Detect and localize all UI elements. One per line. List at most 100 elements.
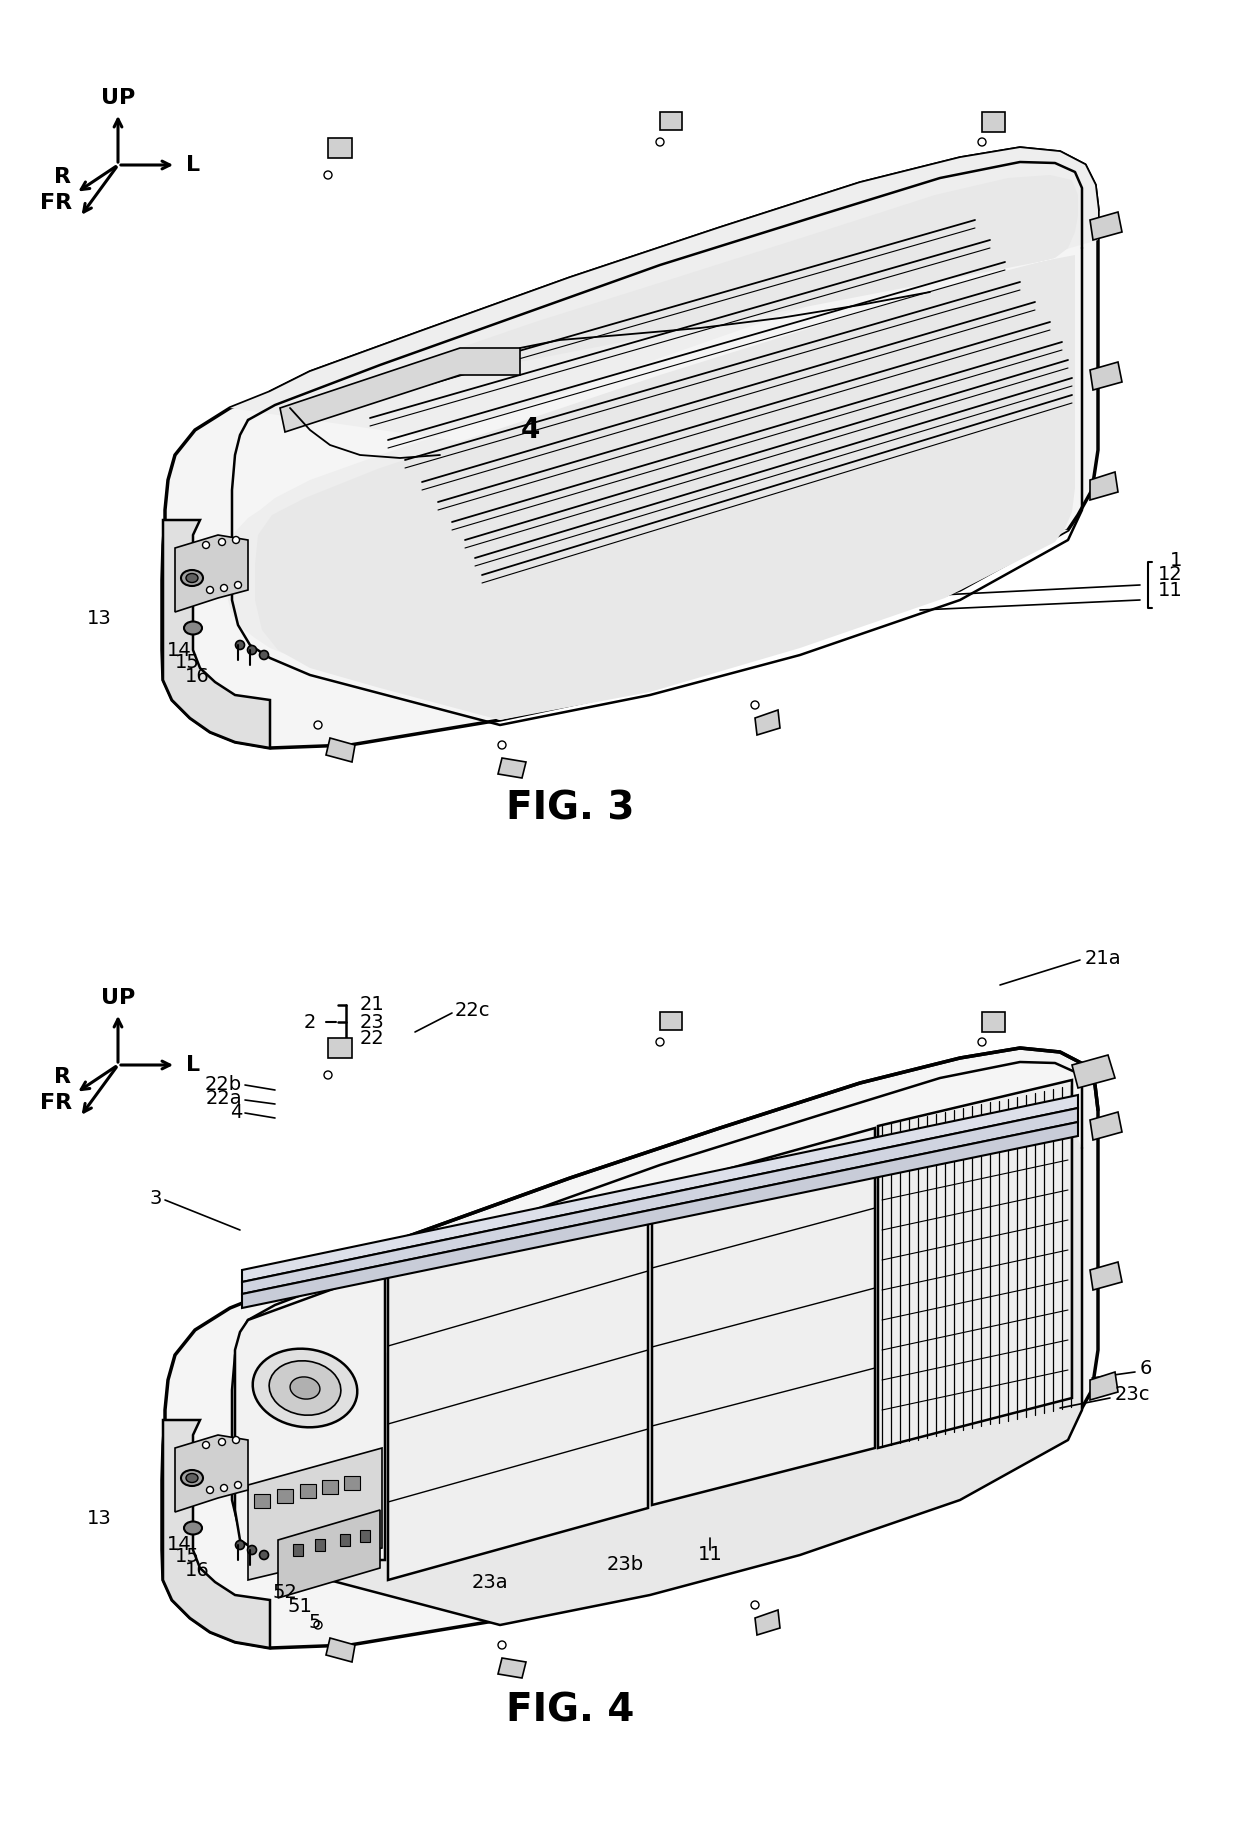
Bar [343, 1476, 360, 1491]
Polygon shape [1090, 211, 1122, 241]
Circle shape [236, 640, 244, 649]
Circle shape [202, 542, 210, 548]
Text: L: L [186, 1055, 200, 1075]
Polygon shape [498, 1658, 526, 1678]
Text: 13: 13 [87, 1509, 112, 1527]
Text: R: R [55, 167, 72, 187]
Text: 22a: 22a [206, 1088, 242, 1108]
Bar [254, 1494, 270, 1507]
Text: 6: 6 [1140, 1358, 1152, 1377]
Ellipse shape [181, 1470, 203, 1485]
Bar [360, 1529, 370, 1542]
Circle shape [236, 1540, 244, 1549]
Ellipse shape [269, 1360, 341, 1415]
Circle shape [324, 171, 332, 178]
Polygon shape [175, 1435, 248, 1513]
Polygon shape [755, 709, 780, 735]
Text: FR: FR [40, 193, 72, 213]
Polygon shape [982, 1013, 1004, 1031]
Ellipse shape [186, 1474, 198, 1483]
Text: 2: 2 [304, 1013, 316, 1031]
Text: UP: UP [100, 88, 135, 108]
Text: 22: 22 [360, 1029, 384, 1048]
Circle shape [221, 584, 227, 592]
Polygon shape [255, 175, 1078, 720]
Polygon shape [236, 1270, 384, 1560]
Circle shape [248, 1546, 257, 1555]
Text: 5: 5 [309, 1612, 321, 1632]
Circle shape [324, 1072, 332, 1079]
Bar [300, 1483, 316, 1498]
Bar [340, 1535, 350, 1546]
Text: 12: 12 [1158, 566, 1183, 584]
Circle shape [314, 720, 322, 730]
Polygon shape [162, 1421, 270, 1649]
Polygon shape [660, 1013, 682, 1029]
Polygon shape [388, 1193, 649, 1581]
Polygon shape [982, 112, 1004, 132]
Polygon shape [652, 1129, 875, 1505]
Circle shape [207, 1487, 213, 1494]
Circle shape [314, 1621, 322, 1628]
Text: R: R [55, 1068, 72, 1086]
Circle shape [234, 581, 242, 588]
Circle shape [233, 1437, 239, 1443]
Circle shape [978, 1038, 986, 1046]
Polygon shape [278, 1511, 379, 1597]
Ellipse shape [253, 1349, 357, 1428]
Circle shape [207, 586, 213, 594]
Polygon shape [1073, 1055, 1115, 1088]
Polygon shape [162, 149, 1097, 748]
Polygon shape [1090, 362, 1122, 390]
Text: FIG. 4: FIG. 4 [506, 1691, 634, 1730]
Text: 14: 14 [167, 1535, 192, 1555]
Text: 4: 4 [521, 415, 539, 445]
Circle shape [202, 1441, 210, 1448]
Bar [293, 1544, 303, 1557]
Circle shape [218, 1439, 226, 1445]
Polygon shape [280, 347, 520, 432]
Ellipse shape [290, 1377, 320, 1399]
Circle shape [259, 651, 269, 660]
Polygon shape [755, 1610, 780, 1636]
Polygon shape [326, 1638, 355, 1662]
Text: 21a: 21a [1085, 948, 1122, 967]
Polygon shape [1090, 1371, 1118, 1401]
Text: 16: 16 [185, 667, 210, 686]
Polygon shape [242, 1121, 1078, 1309]
Circle shape [233, 537, 239, 544]
Polygon shape [660, 112, 682, 130]
Text: 51: 51 [288, 1597, 312, 1616]
Text: 4: 4 [229, 1103, 242, 1121]
Text: 23a: 23a [471, 1573, 508, 1592]
Text: 14: 14 [167, 640, 192, 660]
Circle shape [234, 1481, 242, 1489]
Polygon shape [1090, 1112, 1122, 1140]
Text: 22c: 22c [455, 1000, 491, 1020]
Circle shape [498, 741, 506, 750]
Text: 22b: 22b [205, 1075, 242, 1094]
Polygon shape [242, 1095, 1078, 1281]
Polygon shape [329, 138, 352, 158]
Polygon shape [329, 1038, 352, 1059]
Polygon shape [1090, 472, 1118, 500]
Polygon shape [175, 535, 248, 612]
Text: FR: FR [40, 1094, 72, 1114]
Text: 15: 15 [175, 1548, 200, 1566]
Ellipse shape [186, 573, 198, 583]
Bar [277, 1489, 293, 1503]
Polygon shape [162, 520, 270, 748]
Polygon shape [162, 1048, 1097, 1649]
Circle shape [978, 138, 986, 145]
Polygon shape [878, 1081, 1073, 1448]
Text: 11: 11 [698, 1546, 723, 1564]
Circle shape [259, 1551, 269, 1559]
Text: 16: 16 [185, 1560, 210, 1579]
Bar [315, 1538, 325, 1551]
Circle shape [221, 1485, 227, 1491]
Ellipse shape [184, 621, 202, 634]
Text: 3: 3 [150, 1189, 162, 1208]
Bar [322, 1480, 339, 1494]
Text: 13: 13 [87, 608, 112, 627]
Circle shape [751, 1601, 759, 1608]
